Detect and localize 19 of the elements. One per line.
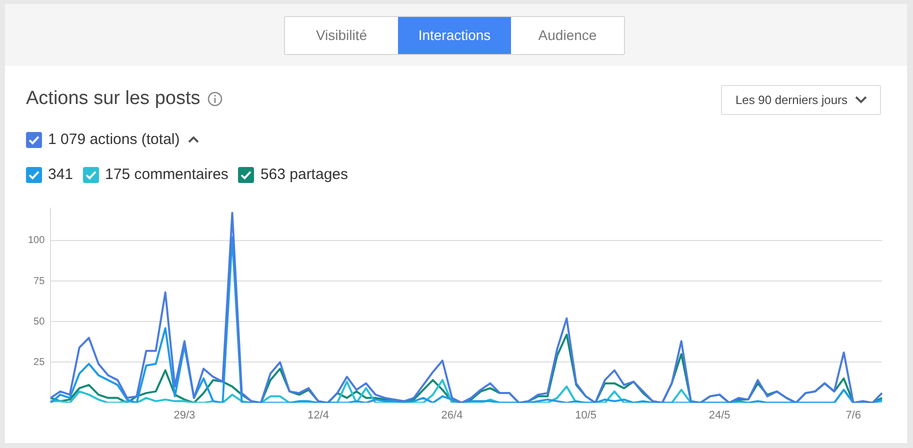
x-tick-label: 7/6 — [846, 409, 861, 422]
x-tick-label: 29/3 — [174, 409, 196, 422]
text: Les 90 derniers jours — [735, 93, 848, 107]
x-tick-label: 24/5 — [708, 409, 730, 422]
chart-title: Actions sur les posts — [26, 88, 200, 110]
y-tick-label: 50 — [34, 316, 46, 328]
y-tick-label: 25 — [34, 356, 46, 368]
legend-label: 563 partages — [260, 166, 348, 183]
text: Audience — [511, 17, 624, 54]
x-tick-label: 26/4 — [441, 409, 463, 422]
text: Interactions — [398, 17, 511, 54]
x-tick-label: 12/4 — [308, 409, 329, 422]
text: Visibilité — [285, 17, 398, 54]
y-tick-label: 75 — [34, 276, 46, 287]
legend-label: 175 commentaires — [105, 166, 228, 183]
y-tick-label: 100 — [28, 235, 46, 246]
x-tick-label: 10/5 — [575, 409, 596, 422]
legend-label: 1 079 actions (total) — [48, 131, 180, 148]
legend-label: 341 — [48, 166, 74, 183]
